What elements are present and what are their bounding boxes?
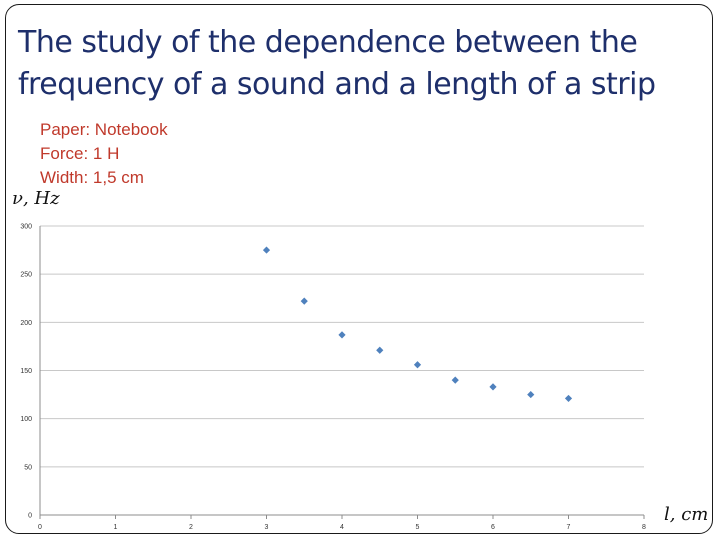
slide-title: The study of the dependence between the … <box>18 25 656 102</box>
data-point <box>527 390 535 399</box>
data-point <box>262 246 271 254</box>
data-point <box>376 346 384 354</box>
y-tick-label: 50 <box>24 464 32 471</box>
data-point <box>564 394 573 403</box>
x-tick-label: 6 <box>491 524 495 531</box>
slide-frame <box>5 4 713 534</box>
experiment-parameters: Paper: Notebook Force: 1 H Width: 1,5 cm <box>40 118 168 190</box>
y-axis-label: ν, Hz <box>12 188 60 209</box>
y-tick-label: 250 <box>20 272 32 279</box>
x-tick-label: 2 <box>189 524 193 531</box>
data-point <box>489 383 497 391</box>
x-tick-label: 5 <box>416 524 420 531</box>
x-axis-label: l, cm <box>664 504 709 525</box>
data-point <box>338 331 346 339</box>
x-tick-label: 8 <box>642 524 646 531</box>
x-tick-label: 1 <box>114 524 118 531</box>
param-force: Force: 1 H <box>40 144 120 163</box>
x-tick-label: 3 <box>265 524 269 531</box>
data-point <box>413 361 422 369</box>
param-paper: Paper: Notebook <box>40 120 168 139</box>
data-point <box>300 297 308 305</box>
y-tick-label: 200 <box>20 320 32 327</box>
y-tick-label: 0 <box>28 513 32 520</box>
y-tick-label: 300 <box>20 224 32 231</box>
x-tick-label: 4 <box>340 524 344 531</box>
y-tick-label: 150 <box>20 368 32 375</box>
x-tick-label: 7 <box>567 524 571 531</box>
param-width: Width: 1,5 cm <box>40 168 144 187</box>
x-tick-label: 0 <box>38 524 42 531</box>
y-tick-label: 100 <box>20 416 32 423</box>
data-point <box>451 376 459 384</box>
